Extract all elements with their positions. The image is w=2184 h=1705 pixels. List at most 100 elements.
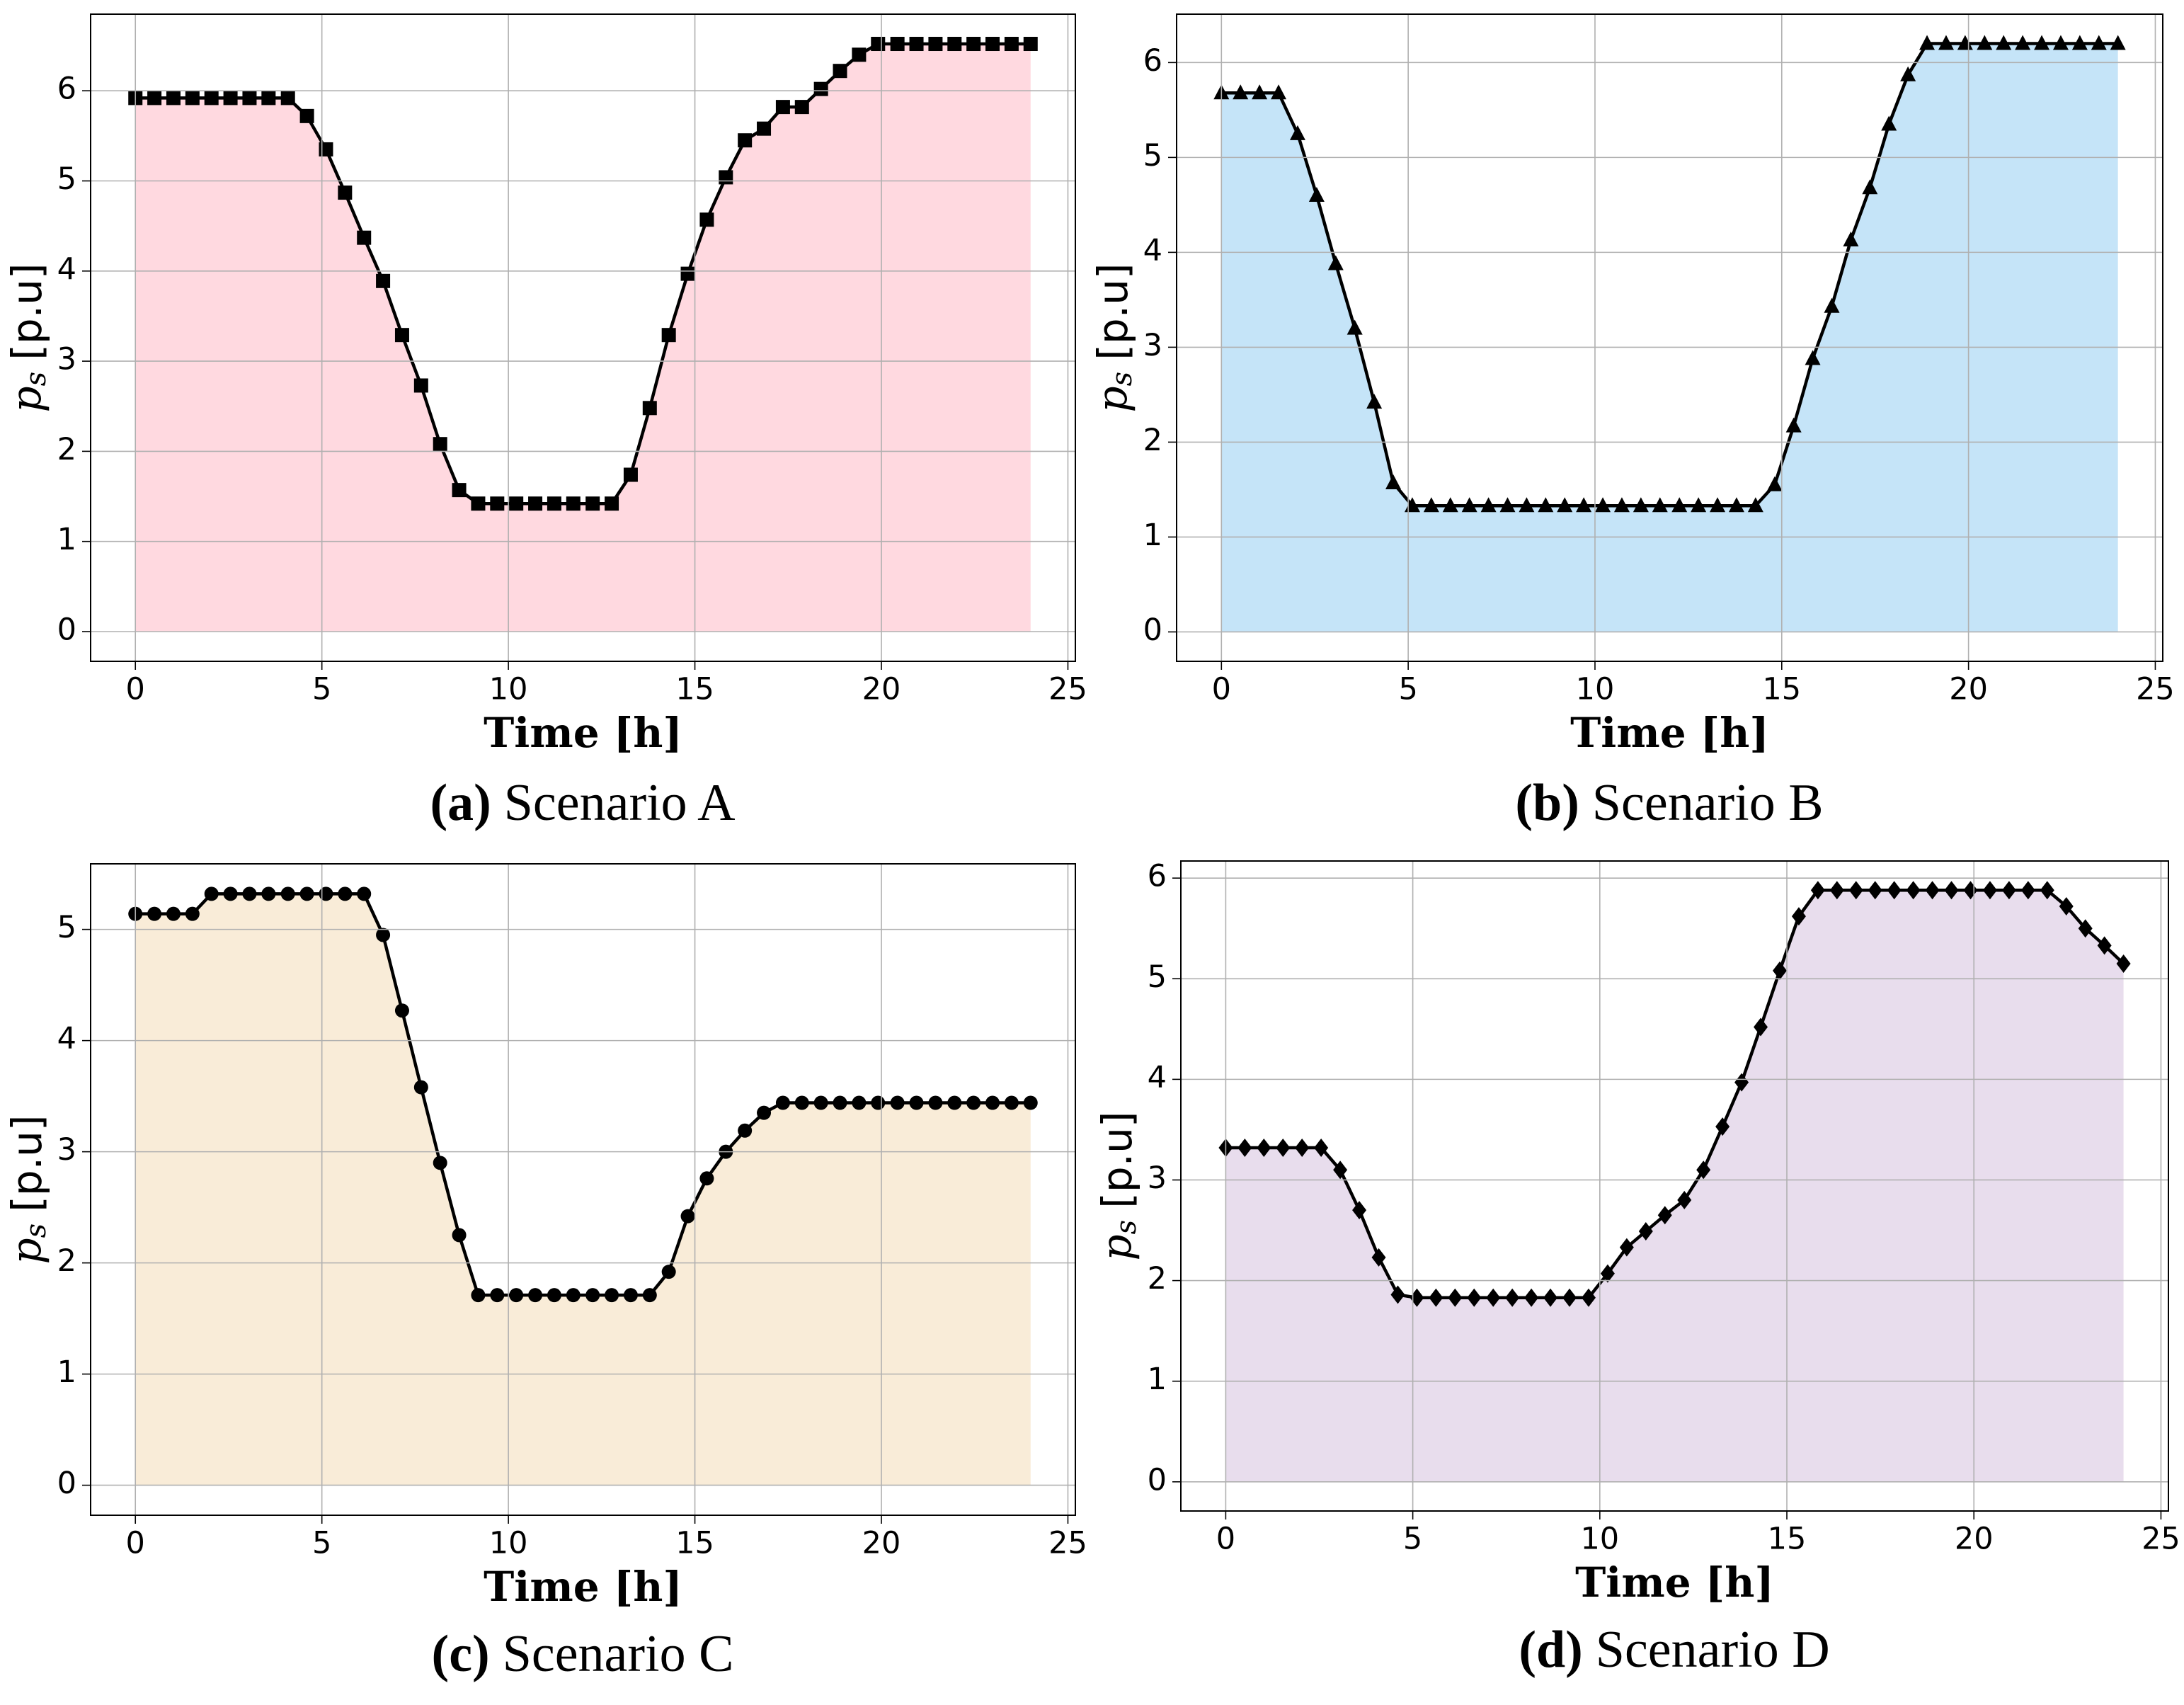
marker [547, 496, 561, 511]
marker [1982, 881, 1997, 900]
x-tick-label: 20 [862, 1526, 901, 1561]
marker [1900, 66, 1916, 81]
marker [1810, 881, 1825, 900]
marker [147, 91, 162, 106]
x-tick-label: 20 [1955, 1522, 1994, 1557]
y-tick-label: 1 [57, 1355, 76, 1390]
caption: (c) Scenario C [432, 1625, 734, 1683]
y-tick-label: 5 [1148, 959, 1167, 995]
marker [1327, 255, 1344, 270]
x-tick-label: 0 [1216, 1522, 1235, 1557]
marker [985, 37, 1000, 52]
marker [204, 91, 219, 106]
axes-frame [1176, 13, 2163, 662]
x-axis-label: Time [h] [484, 709, 682, 757]
grid [91, 14, 1075, 661]
marker [1996, 35, 2012, 50]
marker [319, 142, 333, 156]
marker [1352, 1201, 1367, 1220]
marker [528, 496, 543, 511]
marker [413, 378, 428, 393]
marker [1486, 1288, 1501, 1307]
marker [185, 91, 200, 106]
marker [1728, 497, 1744, 513]
marker [1308, 186, 1325, 202]
marker [1696, 1161, 1711, 1180]
marker [1314, 1139, 1329, 1157]
marker [2015, 35, 2031, 50]
y-axis-label: ps [p.u] [1088, 263, 1138, 413]
marker [376, 928, 391, 942]
marker [1824, 297, 1840, 313]
marker [1613, 497, 1630, 513]
marker [1004, 37, 1019, 52]
marker [1543, 1288, 1558, 1307]
axes-frame [90, 13, 1076, 662]
x-tick-label: 10 [489, 1526, 528, 1561]
marker [566, 1288, 581, 1303]
y-tick-label: 2 [57, 432, 76, 467]
y-tick-label: 2 [1143, 423, 1162, 458]
x-tick-label: 0 [126, 1526, 145, 1561]
y-tick-label: 0 [1143, 612, 1162, 648]
y-axis-label: ps [p.u] [2, 263, 52, 413]
x-tick-label: 25 [2142, 1522, 2180, 1557]
marker [1385, 474, 1402, 490]
grid [1181, 861, 2168, 1511]
x-tick-label: 5 [1403, 1522, 1422, 1557]
caption-panel: (b) [1515, 774, 1579, 832]
caption-panel: (c) [432, 1625, 490, 1683]
marker [738, 1123, 753, 1138]
y-tick-label: 1 [1143, 518, 1162, 553]
marker [1289, 125, 1305, 140]
y-label-symbol: p [2, 1238, 50, 1264]
marker [1467, 1288, 1482, 1307]
marker [1829, 881, 1844, 900]
y-label-subscript: s [20, 372, 52, 387]
area [1221, 43, 2118, 632]
marker [1023, 1095, 1038, 1110]
marker [794, 100, 809, 115]
marker [1505, 1288, 1520, 1307]
marker [719, 170, 733, 185]
marker [661, 328, 676, 343]
caption: (b) Scenario B [1515, 774, 1823, 832]
marker [928, 1095, 943, 1110]
marker [147, 906, 162, 921]
x-tick-label: 15 [675, 1526, 714, 1561]
plot-area [1218, 881, 2131, 1482]
marker [299, 108, 314, 123]
marker [2091, 35, 2107, 50]
marker [1519, 497, 1535, 513]
marker [2078, 919, 2093, 938]
marker [757, 1105, 772, 1120]
marker [1619, 1238, 1634, 1257]
marker [490, 496, 505, 511]
y-tick-label: 3 [57, 1132, 76, 1168]
marker [833, 64, 847, 79]
x-axis-label: Time [h] [1570, 709, 1769, 757]
marker [433, 437, 447, 452]
marker [585, 1288, 600, 1303]
y-tick-label: 4 [57, 1021, 76, 1056]
area [1225, 890, 2124, 1482]
caption-panel: (d) [1519, 1621, 1582, 1679]
y-tick-label: 6 [57, 72, 76, 107]
y-tick-label: 3 [57, 342, 76, 377]
marker [413, 1080, 428, 1095]
marker [833, 1095, 847, 1110]
marker [1862, 179, 1878, 195]
marker [509, 1288, 524, 1303]
y-tick-label: 6 [1148, 859, 1167, 894]
marker [1677, 1190, 1692, 1209]
marker [2116, 954, 2131, 973]
marker [376, 273, 391, 288]
marker [1461, 497, 1477, 513]
y-label-symbol: p [1088, 386, 1136, 412]
caption-title: Scenario B [1592, 774, 1824, 832]
marker [928, 37, 943, 52]
marker [242, 886, 257, 901]
marker [1906, 881, 1921, 900]
marker [1423, 497, 1439, 513]
y-tick-label: 4 [57, 251, 76, 287]
